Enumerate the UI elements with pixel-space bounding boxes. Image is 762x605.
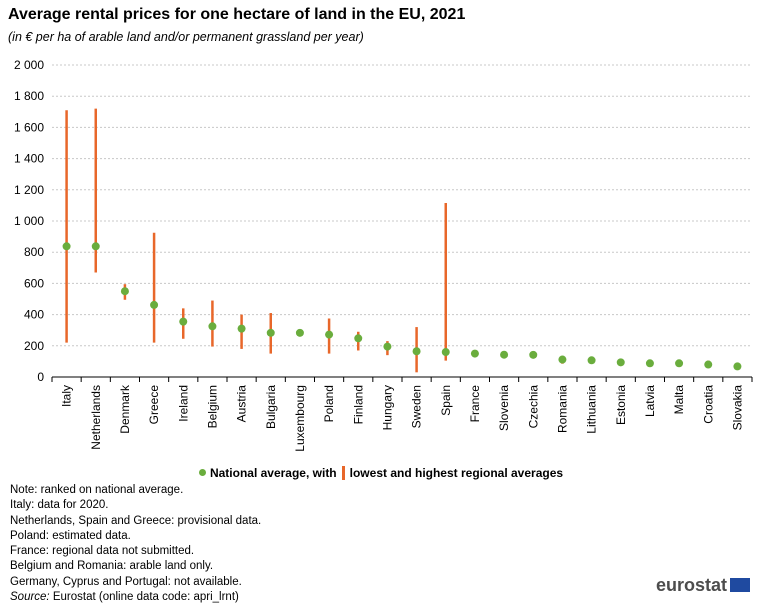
y-tick-label: 2 000: [14, 58, 44, 72]
footnote-line: Belgium and Romania: arable land only.: [10, 560, 214, 573]
national-average-point: [354, 334, 363, 343]
y-tick-label: 1 400: [14, 152, 44, 166]
x-tick-label: Hungary: [380, 385, 394, 430]
y-tick-label: 1 800: [14, 89, 44, 103]
legend-dot-icon: [198, 469, 206, 476]
national-average-point: [470, 349, 479, 358]
legend-national-label: National average, with: [209, 466, 337, 480]
footnote-line: France: regional data not submitted.: [10, 545, 195, 558]
x-tick-label: Slovenia: [497, 385, 511, 431]
x-tick-label: Estonia: [614, 385, 628, 425]
footnote-line: Italy: data for 2020.: [10, 499, 109, 512]
eu-flag-icon: [730, 578, 750, 592]
national-average-point: [325, 330, 334, 339]
x-tick-label: Croatia: [701, 385, 715, 424]
y-tick-label: 200: [24, 339, 44, 353]
x-tick-label: France: [468, 385, 482, 423]
x-tick-label: Latvia: [643, 385, 657, 417]
chart-title: Average rental prices for one hectare of…: [8, 6, 466, 23]
x-tick-label: Denmark: [118, 384, 132, 434]
x-tick-label: Malta: [672, 385, 686, 415]
footnote-source: Source: Eurostat (online data code: apri…: [10, 591, 239, 604]
national-average-point: [704, 360, 713, 369]
x-tick-label: Slovakia: [730, 385, 744, 431]
national-average-point: [616, 358, 625, 367]
chart-legend: National average, with lowest and highest…: [0, 466, 762, 480]
national-average-point: [120, 287, 129, 296]
national-average-point: [733, 362, 742, 371]
legend-regional-label: lowest and highest regional averages: [349, 466, 564, 480]
y-tick-label: 600: [24, 276, 44, 290]
national-average-point: [150, 300, 159, 309]
y-tick-label: 0: [37, 370, 44, 384]
national-average-point: [675, 359, 684, 368]
x-tick-label: Greece: [147, 385, 161, 425]
national-average-point: [383, 342, 392, 351]
footnote-line: Poland: estimated data.: [10, 529, 131, 542]
chart: 0 200 400 600 800 1 000 1 200 1 400 1 600 1 800 2 …: [14, 58, 753, 452]
national-average-point: [266, 328, 275, 337]
national-average-point: [295, 328, 304, 337]
national-average-point: [179, 317, 188, 326]
footnote-line: Note: ranked on national average.: [10, 484, 184, 496]
y-tick-label: 1 000: [14, 214, 44, 228]
legend-bar-icon: [341, 466, 345, 480]
footnote-line: Germany, Cyprus and Portugal: not availa…: [10, 575, 242, 588]
y-tick-label: 400: [24, 308, 44, 322]
y-tick-label: 800: [24, 245, 44, 259]
y-tick-label: 1 600: [14, 120, 44, 134]
national-average-point: [441, 348, 450, 357]
national-average-point: [558, 355, 567, 364]
x-tick-label: Belgium: [205, 385, 219, 428]
x-tick-label: Romania: [555, 385, 569, 433]
x-tick-label: Lithuania: [585, 385, 599, 434]
chart-subtitle: (in € per ha of arable land and/or perma…: [8, 30, 364, 44]
x-tick-label: Italy: [60, 385, 74, 407]
national-average-point: [645, 359, 654, 368]
x-tick-label: Luxembourg: [293, 385, 307, 452]
x-tick-label: Czechia: [526, 385, 540, 429]
national-average-point: [91, 242, 100, 251]
national-average-point: [500, 350, 509, 359]
x-tick-label: Bulgaria: [264, 385, 278, 429]
footnote-line: Netherlands, Spain and Greece: provision…: [10, 514, 262, 527]
x-tick-label: Netherlands: [89, 385, 103, 450]
x-tick-label: Spain: [439, 385, 453, 416]
national-average-point: [529, 350, 538, 359]
y-tick-label: 1 200: [14, 183, 44, 197]
national-average-point: [587, 356, 596, 365]
x-tick-label: Poland: [322, 385, 336, 422]
national-average-point: [412, 347, 421, 356]
national-average-point: [237, 324, 246, 333]
eurostat-logo: eurostat: [656, 575, 750, 596]
national-average-point: [208, 322, 217, 331]
footnotes: Note: ranked on national average. Italy:…: [10, 483, 261, 605]
x-tick-label: Finland: [351, 385, 365, 424]
x-tick-label: Sweden: [410, 385, 424, 428]
x-tick-label: Ireland: [176, 385, 190, 422]
national-average-point: [62, 242, 71, 251]
x-tick-label: Austria: [235, 385, 249, 423]
